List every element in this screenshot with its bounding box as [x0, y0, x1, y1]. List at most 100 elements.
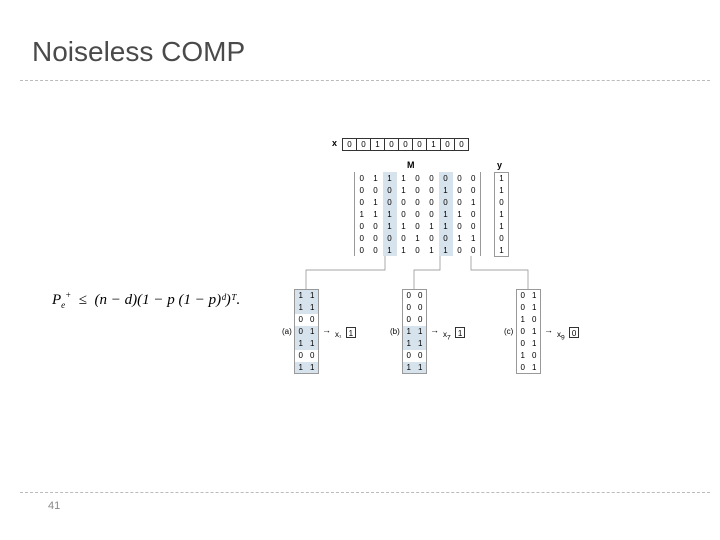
matrix-m-cell: 1 — [467, 232, 481, 244]
matrix-m-cell: 1 — [397, 172, 411, 184]
pair-cell: 0 — [415, 302, 427, 314]
matrix-m-cell: 1 — [439, 184, 453, 196]
matrix-m-cell: 1 — [383, 208, 397, 220]
pair-cell: 0 — [529, 350, 541, 362]
pair-c-x-symbol: x9 — [557, 330, 565, 339]
pair-cell: 1 — [295, 362, 307, 374]
pair-cell: 1 — [529, 290, 541, 302]
pair-cell: 1 — [295, 338, 307, 350]
matrix-m-cell: 0 — [397, 232, 411, 244]
matrix-m-cell: 1 — [369, 208, 383, 220]
pair-c-result: x9 0 — [557, 324, 579, 342]
matrix-m-label: M — [407, 160, 415, 170]
pair-cell: 0 — [295, 350, 307, 362]
matrix-m-cell: 0 — [411, 244, 425, 256]
x-vector-cell: 1 — [371, 139, 385, 151]
matrix-m-cell: 0 — [355, 220, 369, 232]
matrix-m-cell: 0 — [453, 172, 467, 184]
pair-a: 11110001110011 — [294, 289, 319, 374]
pair-a-x-symbol: x — [335, 330, 341, 339]
matrix-m-cell: 0 — [369, 220, 383, 232]
matrix-m-cell: 0 — [383, 196, 397, 208]
matrix-m-cell: 0 — [467, 208, 481, 220]
pair-a-label: (a) — [282, 327, 292, 336]
pair-cell: 1 — [529, 326, 541, 338]
matrix-m-cell: 0 — [453, 220, 467, 232]
matrix-m-cell: 1 — [439, 220, 453, 232]
connector-lines — [0, 0, 720, 540]
x-vector-cell: 1 — [427, 139, 441, 151]
pair-cell: 0 — [295, 326, 307, 338]
pair-cell: 1 — [529, 302, 541, 314]
matrix-m-cell: 0 — [467, 220, 481, 232]
divider-top — [20, 80, 710, 81]
formula-rhs: (n − d)(1 − p (1 − p)ᵈ)ᵀ. — [94, 292, 240, 308]
x-vector-cell: 0 — [441, 139, 455, 151]
pair-b-result: x7 1 — [443, 324, 465, 342]
pair-cell: 1 — [307, 326, 319, 338]
pair-b-label: (b) — [390, 327, 400, 336]
matrix-m-cell: 1 — [383, 172, 397, 184]
x-vector-cell: 0 — [399, 139, 413, 151]
pair-cell: 0 — [295, 314, 307, 326]
matrix-m-cell: 1 — [411, 232, 425, 244]
y-vector-cell: 0 — [495, 233, 509, 245]
matrix-m-cell: 0 — [439, 196, 453, 208]
y-vector-cell: 0 — [495, 197, 509, 209]
x-vector-cell: 0 — [413, 139, 427, 151]
x-vector: x 001000100 — [342, 138, 469, 151]
matrix-m-cell: 1 — [397, 184, 411, 196]
matrix-m-cell: 0 — [369, 184, 383, 196]
y-vector-cell: 1 — [495, 221, 509, 233]
pair-b-arrow: → — [430, 325, 439, 335]
formula-lhs-sup: + — [65, 290, 71, 300]
matrix-m-cell: 1 — [397, 220, 411, 232]
formula-lhs-sub: e — [61, 300, 65, 310]
matrix-m-cell: 0 — [355, 184, 369, 196]
slide-title: Noiseless COMP — [32, 36, 245, 68]
pair-cell: 1 — [307, 290, 319, 302]
page-number: 41 — [48, 500, 60, 512]
pair-c-label: (c) — [504, 327, 513, 336]
matrix-m-cell: 0 — [411, 220, 425, 232]
matrix-m-cell: 1 — [383, 220, 397, 232]
matrix-m-cell: 0 — [453, 244, 467, 256]
matrix-m-cell: 0 — [453, 184, 467, 196]
matrix-m-cell: 1 — [397, 244, 411, 256]
matrix-m-cell: 1 — [439, 244, 453, 256]
matrix-m-cell: 0 — [355, 172, 369, 184]
matrix-m-cell: 1 — [369, 172, 383, 184]
pair-cell: 0 — [517, 302, 529, 314]
matrix-m-cell: 0 — [439, 232, 453, 244]
pair-cell: 0 — [529, 314, 541, 326]
pair-cell: 0 — [517, 338, 529, 350]
pair-cell: 1 — [403, 326, 415, 338]
matrix-m-cell: 1 — [453, 208, 467, 220]
pair-cell: 0 — [517, 362, 529, 374]
matrix-m-cell: 0 — [453, 196, 467, 208]
pair-cell: 0 — [415, 290, 427, 302]
matrix-m-cell: 0 — [411, 208, 425, 220]
matrix-m-cell: 0 — [411, 172, 425, 184]
matrix-m-cell: 0 — [355, 232, 369, 244]
matrix-m-cell: 1 — [355, 208, 369, 220]
y-vector-cell: 1 — [495, 185, 509, 197]
pair-cell: 1 — [307, 362, 319, 374]
formula-op: ≤ — [79, 292, 87, 308]
pair-cell: 1 — [295, 290, 307, 302]
pair-cell: 0 — [415, 350, 427, 362]
pair-cell: 0 — [403, 314, 415, 326]
matrix-m-cell: 0 — [369, 232, 383, 244]
matrix-m-cell: 1 — [425, 220, 439, 232]
matrix-m-cell: 0 — [355, 196, 369, 208]
matrix-m-cell: 1 — [453, 232, 467, 244]
matrix-m-cell: 0 — [425, 232, 439, 244]
pair-cell: 1 — [307, 338, 319, 350]
pair-cell: 0 — [307, 350, 319, 362]
y-vector-label: y — [497, 160, 502, 170]
pair-cell: 1 — [415, 362, 427, 374]
pair-a-x-value: 1 — [346, 327, 356, 338]
matrix-m-cell: 1 — [439, 208, 453, 220]
pair-cell: 1 — [517, 314, 529, 326]
matrix-m-cell: 0 — [411, 184, 425, 196]
